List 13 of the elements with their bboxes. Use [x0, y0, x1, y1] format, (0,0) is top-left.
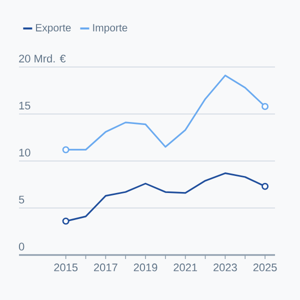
- x-tick-label: 2023: [214, 264, 237, 272]
- y-tick-label: 20 Mrd. €: [19, 54, 66, 62]
- x-tick-label: 2019: [134, 264, 158, 272]
- x-tick-label: 2025: [253, 264, 277, 272]
- x-tick-label: 2021: [174, 264, 198, 272]
- legend-label: Exporte: [36, 24, 71, 34]
- y-tick-label: 10: [19, 148, 30, 156]
- x-tick-label: 2015: [54, 264, 78, 272]
- x-tick-label: 2017: [94, 264, 118, 272]
- y-tick-label: 5: [18, 196, 24, 204]
- y-tick-label: 15: [19, 102, 30, 110]
- y-tick-label: 0: [18, 242, 24, 250]
- legend-label: Importe: [93, 24, 128, 34]
